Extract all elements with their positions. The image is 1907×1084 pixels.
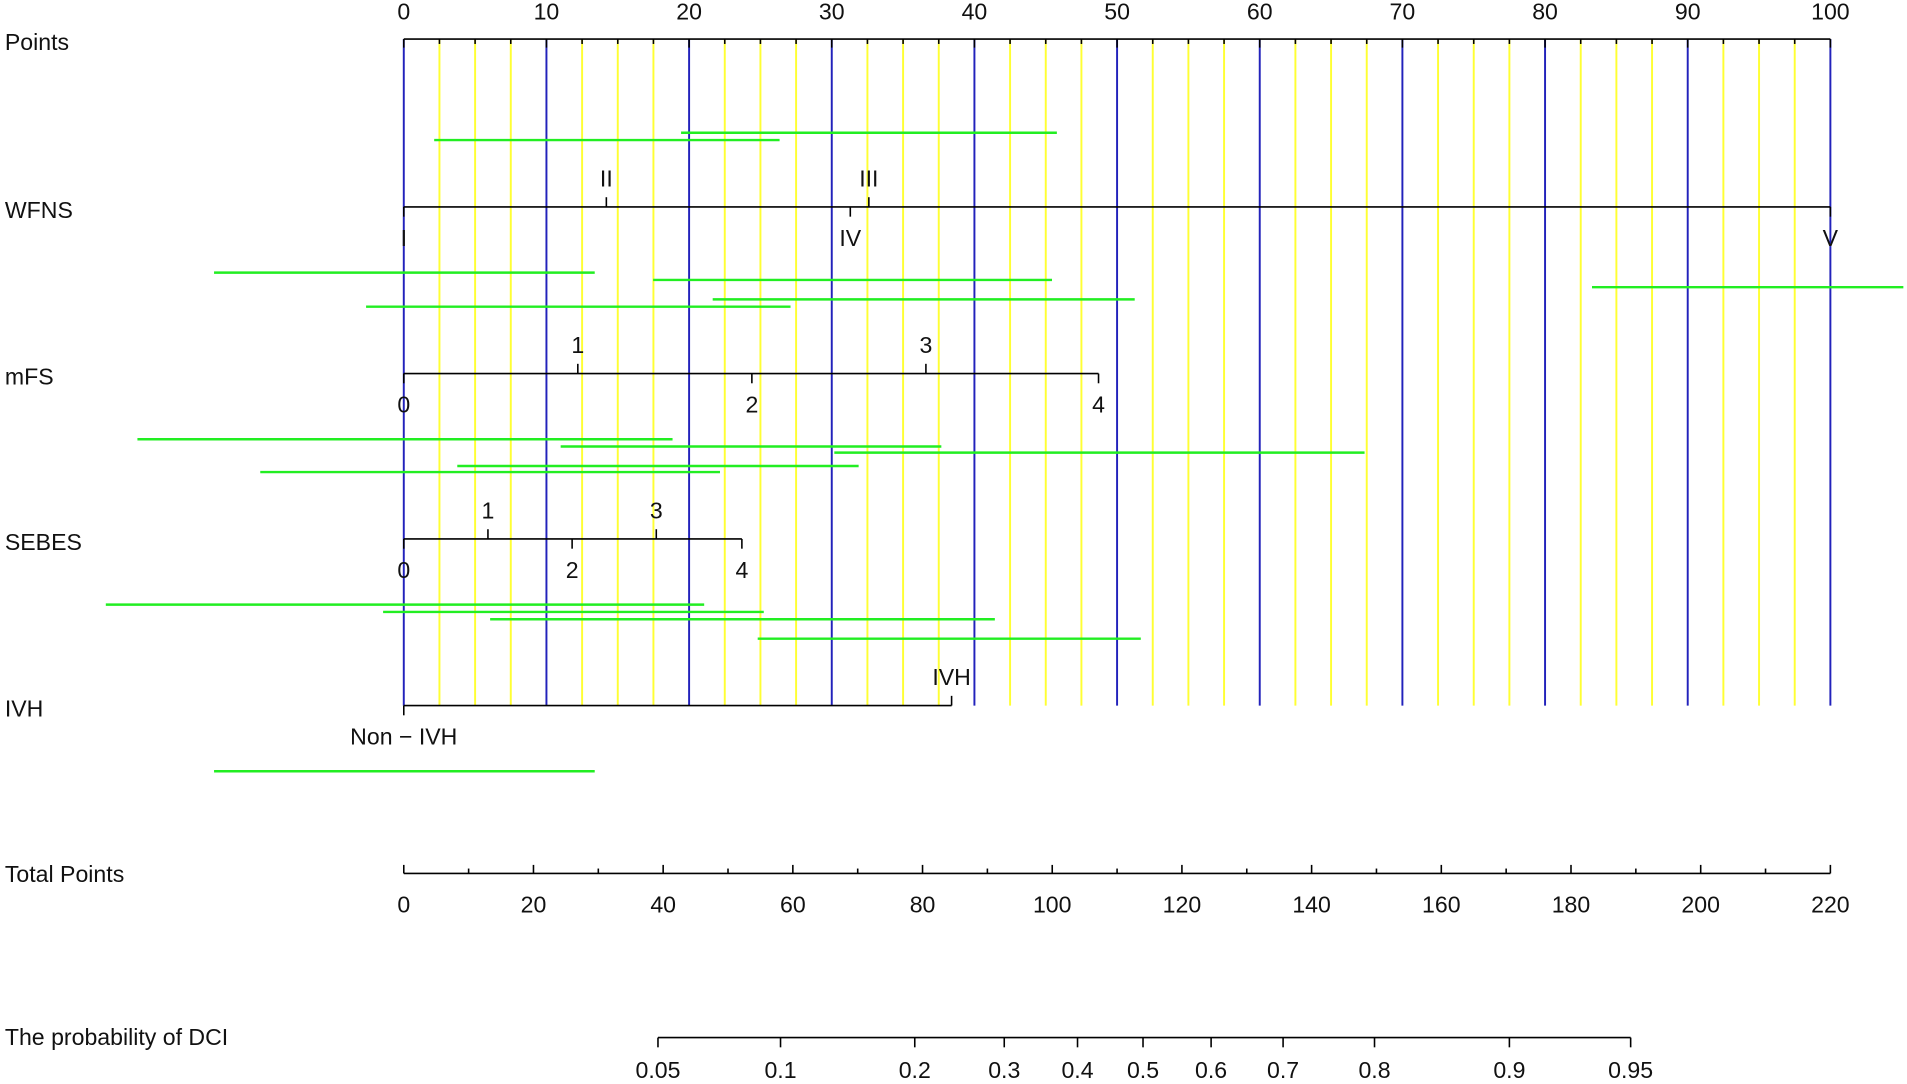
tick-label: Non − IVH (350, 724, 457, 750)
tick-label: I (401, 225, 407, 251)
tick-label: 0.1 (764, 1057, 796, 1083)
grid (402, 39, 1832, 706)
tick-label: 4 (735, 557, 748, 583)
tick-label: 20 (521, 891, 547, 917)
tick-label: 2 (566, 557, 579, 583)
tick-label: 180 (1552, 891, 1591, 917)
tick-label: 0.7 (1267, 1057, 1299, 1083)
tick-label: III (859, 165, 878, 191)
tick-label: 0.05 (635, 1057, 680, 1083)
row-label: SEBES (5, 529, 82, 555)
tick-label: 50 (1104, 0, 1130, 25)
tick-label: 90 (1675, 0, 1701, 25)
tick-label: 1 (482, 497, 495, 523)
tick-label: 0 (397, 557, 410, 583)
tick-label: 0.6 (1195, 1057, 1227, 1083)
tick-label: 30 (819, 0, 845, 25)
tick-label: 0.9 (1493, 1057, 1525, 1083)
tick-label: 120 (1163, 891, 1202, 917)
tick-label: 60 (1247, 0, 1273, 25)
tick-label: 100 (1033, 891, 1072, 917)
row-label: Total Points (5, 861, 124, 887)
row-label: mFS (5, 364, 54, 390)
tick-label: 80 (1532, 0, 1558, 25)
tick-label: 140 (1292, 891, 1331, 917)
tick-label: 0 (397, 891, 410, 917)
tick-label: 1 (571, 332, 584, 358)
tick-label: 40 (650, 891, 676, 917)
tick-label: IV (839, 225, 861, 251)
row-label: Points (5, 29, 69, 55)
tick-label: 10 (534, 0, 560, 25)
tick-label: 220 (1811, 891, 1850, 917)
tick-label: 3 (919, 332, 932, 358)
row-label: The probability of DCI (5, 1024, 228, 1050)
tick-label: IVH (932, 664, 971, 690)
tick-label: 0.4 (1061, 1057, 1093, 1083)
tick-label: 0 (397, 392, 410, 418)
tick-label: 40 (962, 0, 988, 25)
tick-label: 200 (1681, 891, 1720, 917)
tick-label: 0.3 (988, 1057, 1020, 1083)
row-label: IVH (5, 696, 44, 722)
tick-label: 4 (1092, 392, 1105, 418)
tick-label: 80 (910, 891, 936, 917)
tick-label: 0 (397, 0, 410, 25)
tick-label: 100 (1811, 0, 1850, 25)
tick-label: 60 (780, 891, 806, 917)
tick-label: 160 (1422, 891, 1461, 917)
tick-label: 0.95 (1608, 1057, 1653, 1083)
tick-label: II (600, 165, 613, 191)
tick-label: 2 (745, 392, 758, 418)
tick-label: V (1823, 225, 1839, 251)
tick-label: 0.8 (1358, 1057, 1390, 1083)
tick-label: 0.2 (899, 1057, 931, 1083)
tick-label: 70 (1390, 0, 1416, 25)
tick-label: 3 (650, 497, 663, 523)
tick-label: 20 (676, 0, 702, 25)
row-label: WFNS (5, 197, 73, 223)
green-segments (105, 131, 1904, 773)
tick-label: 0.5 (1127, 1057, 1159, 1083)
